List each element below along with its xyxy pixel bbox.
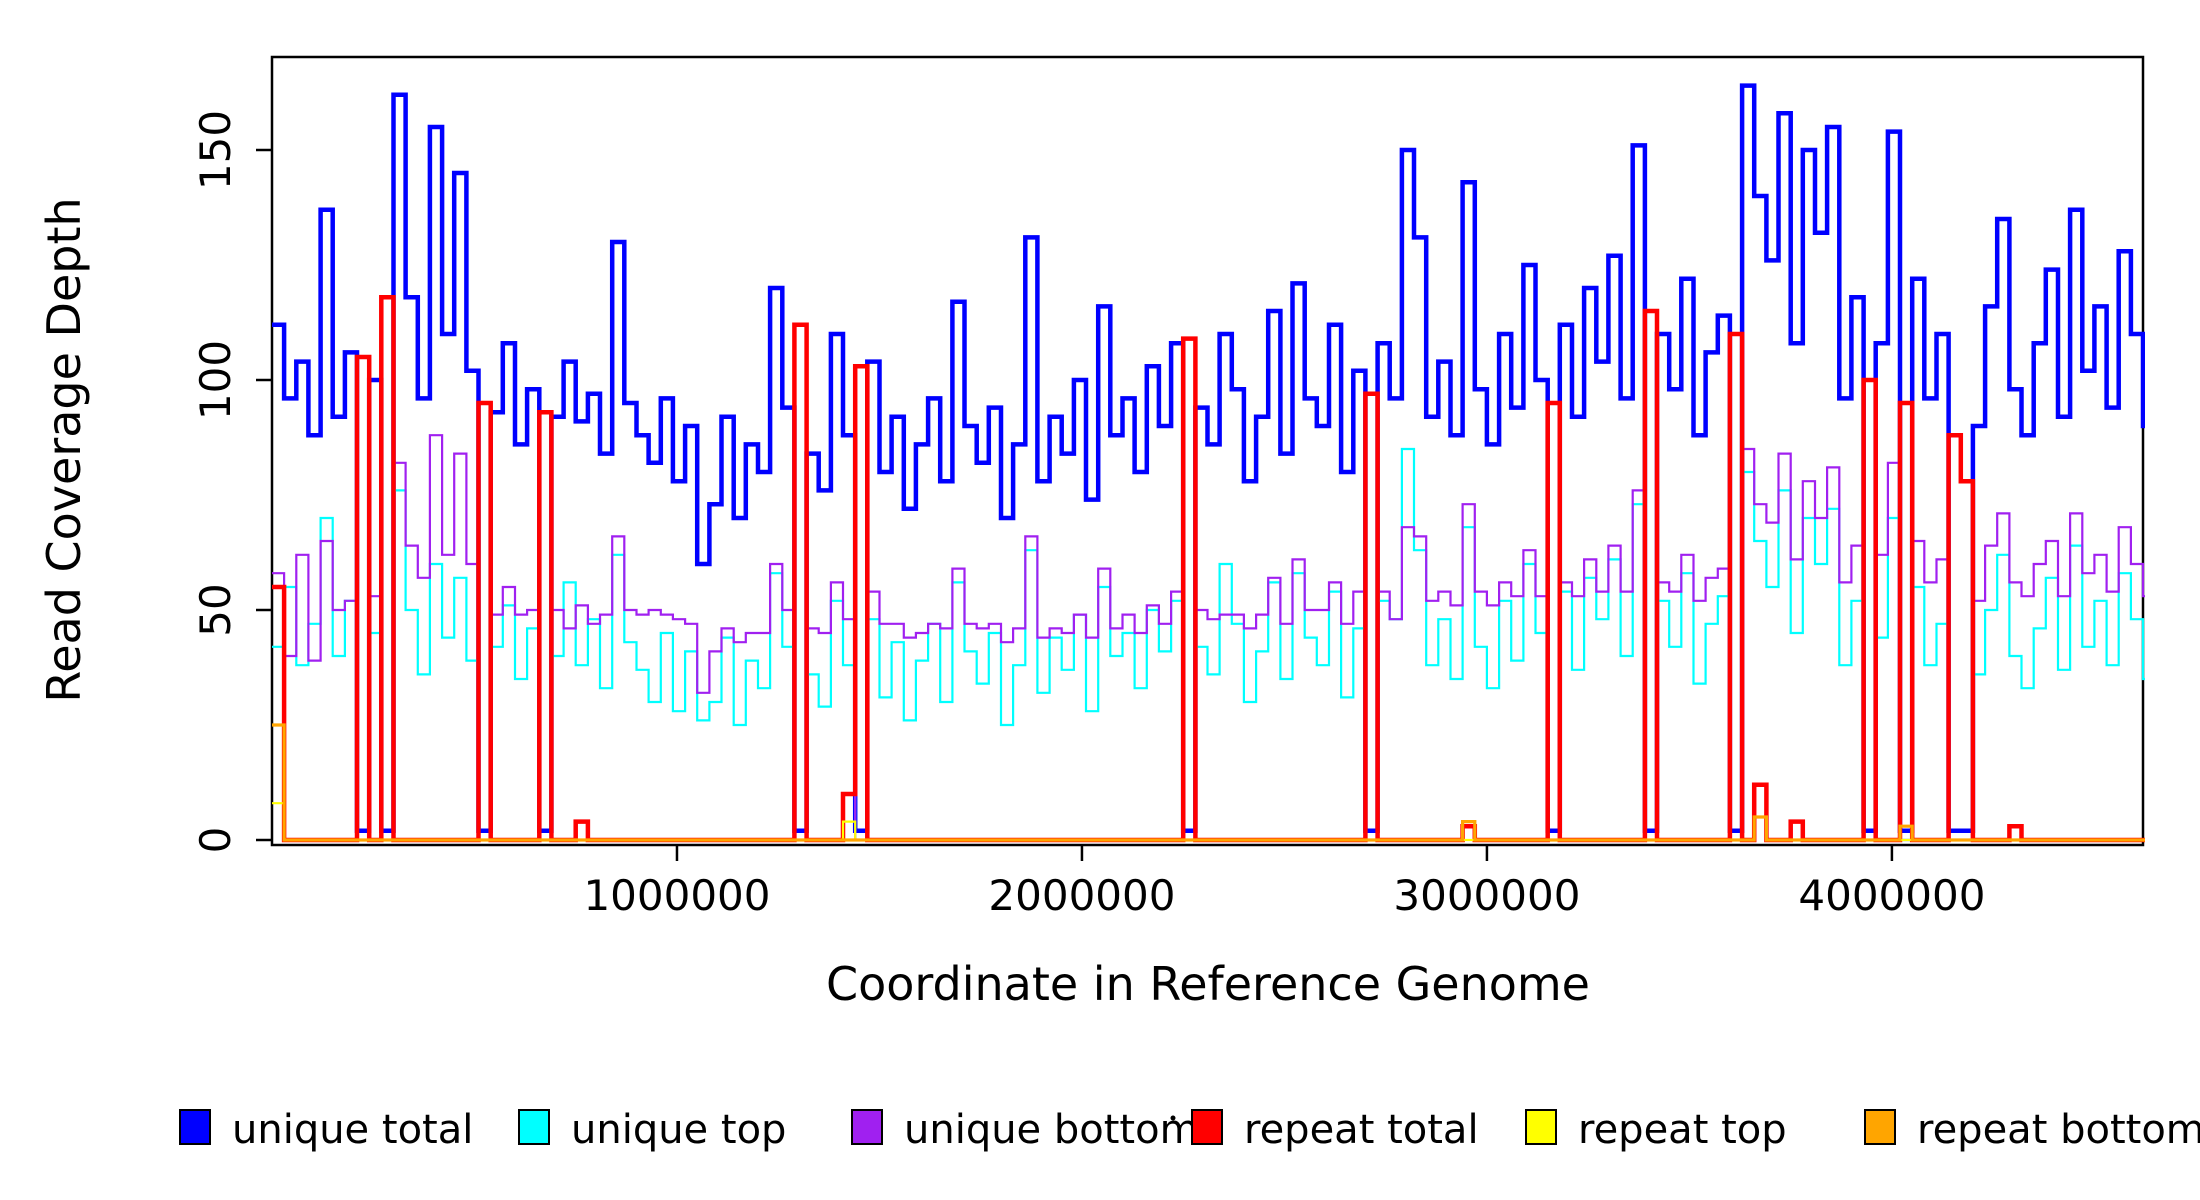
x-tick-label-4000000: 4000000 [1798, 871, 1985, 920]
y-axis-title: Read Coverage Depth [37, 197, 91, 702]
legend: unique total unique top unique bottom repea… [179, 1107, 2200, 1153]
legend-label-unique-total: unique total [232, 1107, 473, 1153]
legend-label-repeat-top: repeat top [1578, 1107, 1787, 1153]
x-tick-label-3000000: 3000000 [1393, 871, 1580, 920]
series-repeat-top [272, 802, 2145, 842]
x-axis-title: Coordinate in Reference Genome [826, 957, 1590, 1011]
legend-swatch-repeat-bottom [1864, 1109, 1896, 1145]
legend-swatch-unique-total [179, 1109, 211, 1145]
series-unique-top [272, 447, 2145, 842]
stray-dot [1170, 1115, 1176, 1121]
series-unique-bottom [272, 434, 2145, 842]
plot-box [270, 55, 2145, 847]
series-repeat-total [272, 294, 2145, 843]
legend-swatch-unique-bottom [851, 1109, 883, 1145]
legend-label-unique-bottom: unique bottom [904, 1107, 1199, 1153]
legend-swatch-repeat-total [1191, 1109, 1223, 1145]
series-unique-total [272, 83, 2145, 834]
y-tick-label-100: 100 [191, 340, 240, 420]
x-tick-label-2000000: 2000000 [988, 871, 1175, 920]
y-tick-label-50: 50 [191, 583, 240, 636]
x-tick-label-1000000: 1000000 [583, 871, 770, 920]
legend-label-repeat-total: repeat total [1244, 1107, 1479, 1153]
series-repeat-bottom [272, 723, 2145, 842]
legend-label-repeat-bottom: repeat bottom [1917, 1107, 2200, 1153]
legend-swatch-unique-top [518, 1109, 550, 1145]
legend-label-unique-top: unique top [571, 1107, 786, 1153]
plot-area: 1000000 2000000 3000000 4000000 0 50 100 150 [191, 55, 2145, 920]
legend-swatch-repeat-top [1525, 1109, 1557, 1145]
y-tick-label-0: 0 [191, 827, 240, 854]
y-tick-label-150: 150 [191, 110, 240, 190]
